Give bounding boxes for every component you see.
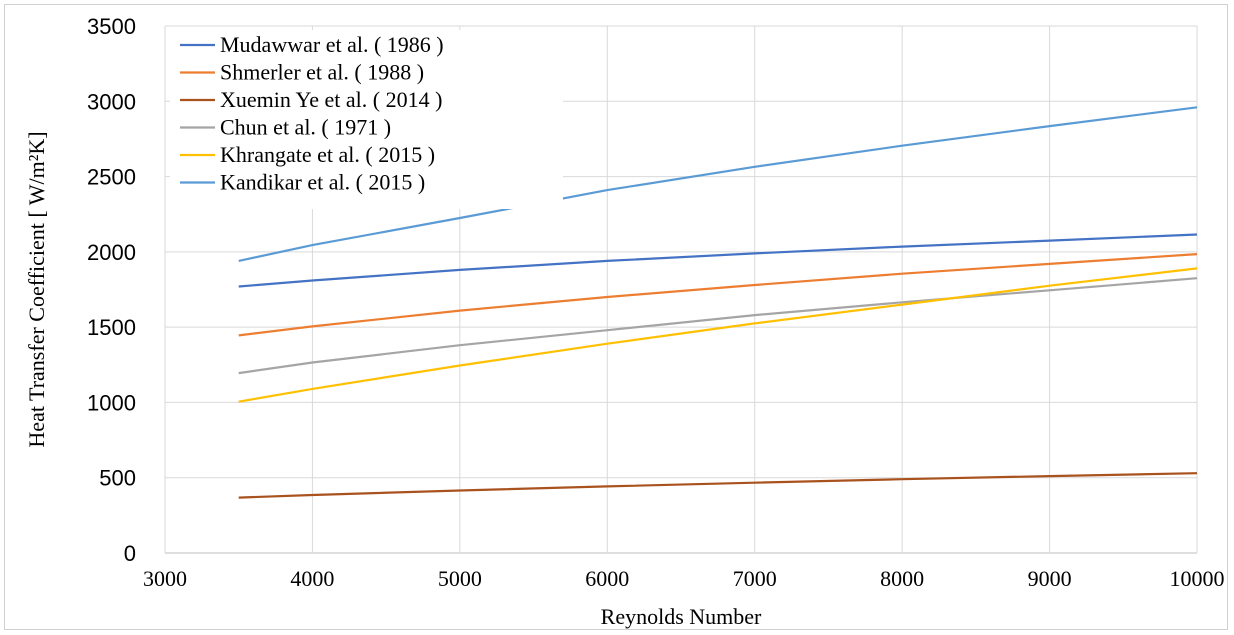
x-tick-label: 7000 <box>733 566 777 591</box>
series-lines <box>238 106 1198 499</box>
legend-label: Shmerler et al. ( 1988 ) <box>220 60 424 85</box>
y-tick-label: 2500 <box>87 165 136 190</box>
y-tick-label: 1000 <box>87 390 136 415</box>
legend-label: Chun et al. ( 1971 ) <box>220 115 391 140</box>
x-tick-label: 9000 <box>1028 566 1072 591</box>
y-tick-label: 3000 <box>87 89 136 114</box>
x-tick-label: 5000 <box>438 566 482 591</box>
y-tick-label: 2000 <box>87 240 136 265</box>
x-tick-label: 4000 <box>290 566 334 591</box>
y-tick-label: 3500 <box>87 14 136 39</box>
legend-label: Kandikar et al. ( 2015 ) <box>220 170 425 195</box>
series-line-4 <box>238 277 1198 375</box>
y-tick-label: 500 <box>99 466 136 491</box>
legend-background <box>170 30 563 209</box>
x-tick-label: 3000 <box>143 566 187 591</box>
x-axis-title: Reynolds Number <box>601 604 762 629</box>
x-tick-label: 6000 <box>585 566 629 591</box>
series-line-2 <box>238 253 1198 337</box>
y-tick-labels: 0 500 1000 1500 2000 2500 3000 3500 <box>87 14 136 566</box>
legend-label: Mudawwar et al. ( 1986 ) <box>220 32 444 57</box>
x-tick-label: 10000 <box>1170 566 1225 591</box>
series-line-1 <box>238 233 1198 288</box>
x-tick-labels: 3000 4000 5000 6000 7000 8000 9000 10000 <box>143 566 1225 591</box>
series-line-6 <box>238 106 1198 262</box>
legend-label: Khrangate et al. ( 2015 ) <box>220 142 435 167</box>
legend: Mudawwar et al. ( 1986 ) Shmerler et al. … <box>180 32 444 195</box>
legend-label: Xuemin Ye et al. ( 2014 ) <box>220 87 442 112</box>
x-tick-label: 8000 <box>880 566 924 591</box>
y-tick-label: 0 <box>124 541 136 566</box>
y-tick-label: 1500 <box>87 315 136 340</box>
y-axis-title: Heat Transfer Coefficient [ W/m²K] <box>24 131 49 447</box>
series-line-3 <box>238 472 1198 499</box>
series-line-5 <box>238 267 1198 403</box>
